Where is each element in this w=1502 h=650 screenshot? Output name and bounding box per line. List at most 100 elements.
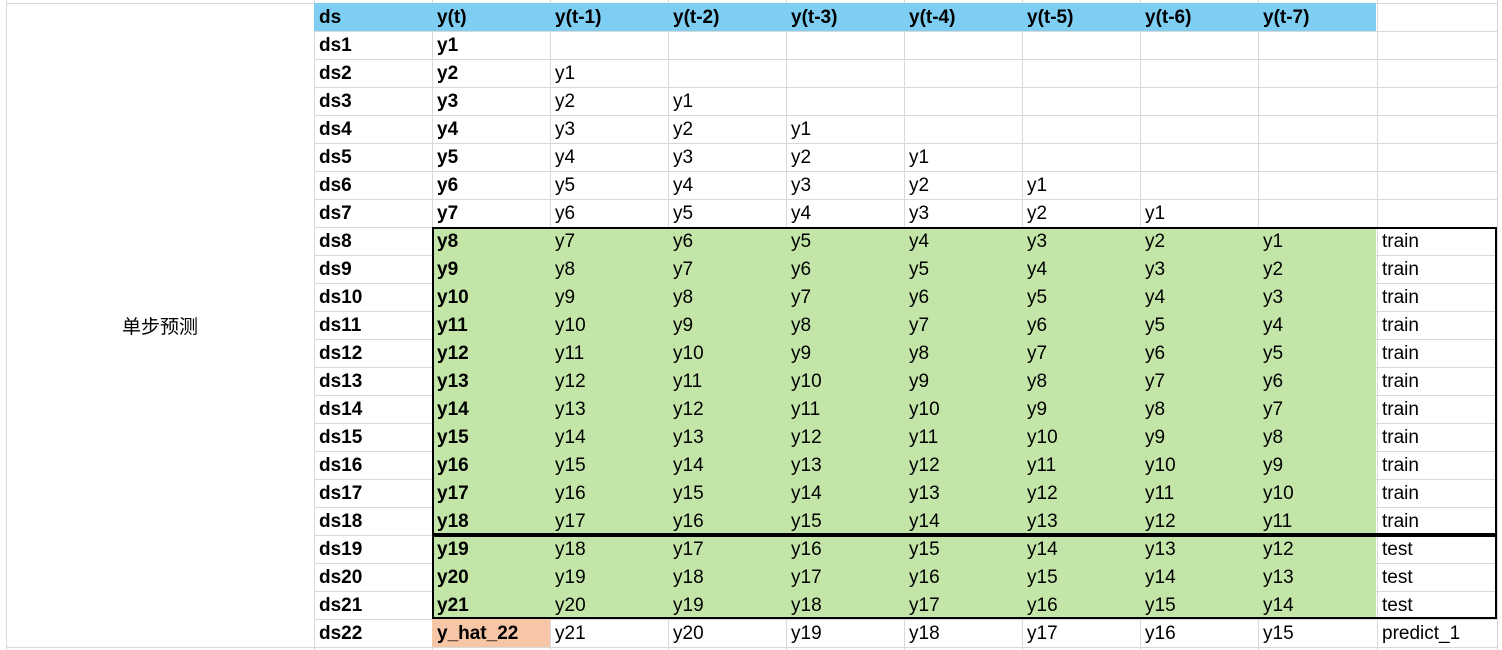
table-cell[interactable]: y5 — [1140, 311, 1258, 339]
row-label-cell[interactable]: train — [1382, 259, 1419, 280]
table-cell[interactable]: y11 — [904, 423, 1022, 451]
table-cell[interactable]: y18 — [786, 591, 904, 619]
row-ds-cell[interactable]: ds12 — [319, 343, 363, 364]
row-ds-cell[interactable]: ds1 — [319, 35, 352, 56]
table-cell[interactable] — [904, 59, 1022, 87]
table-cell[interactable] — [550, 31, 668, 59]
table-cell[interactable]: y16 — [904, 563, 1022, 591]
table-cell[interactable]: y9 — [432, 255, 550, 283]
table-cell[interactable]: y2 — [1027, 203, 1048, 224]
table-cell[interactable]: y6 — [904, 283, 1022, 311]
table-cell[interactable]: y7 — [668, 255, 786, 283]
header-cell-1[interactable]: y(t) — [432, 3, 550, 31]
table-cell[interactable]: y2 — [909, 175, 930, 196]
row-label-cell[interactable]: train — [1382, 371, 1419, 392]
table-cell[interactable]: y2 — [673, 119, 694, 140]
table-cell[interactable]: y1 — [1145, 203, 1166, 224]
table-cell[interactable]: y16 — [1145, 623, 1176, 644]
table-cell[interactable]: y14 — [904, 507, 1022, 535]
table-cell[interactable]: y16 — [1022, 591, 1140, 619]
table-cell[interactable]: y12 — [668, 395, 786, 423]
table-cell[interactable]: y1 — [1027, 175, 1048, 196]
table-cell[interactable]: y5 — [786, 227, 904, 255]
header-cell-2[interactable]: y(t-1) — [550, 3, 668, 31]
row-label-cell[interactable]: train — [1382, 483, 1419, 504]
row-ds-cell[interactable]: ds21 — [319, 595, 363, 616]
table-cell[interactable]: y1 — [909, 147, 930, 168]
table-cell[interactable]: y8 — [1140, 395, 1258, 423]
table-cell[interactable]: y17 — [904, 591, 1022, 619]
table-cell[interactable]: y9 — [1140, 423, 1258, 451]
table-cell[interactable]: y11 — [1022, 451, 1140, 479]
row-ds-cell[interactable]: ds6 — [319, 175, 352, 196]
table-cell[interactable]: y19 — [791, 623, 822, 644]
row-label-cell[interactable]: train — [1382, 287, 1419, 308]
table-cell[interactable]: y14 — [668, 451, 786, 479]
row-label-cell[interactable]: predict_1 — [1382, 623, 1461, 644]
table-cell[interactable]: y9 — [904, 367, 1022, 395]
table-cell[interactable]: y1 — [673, 91, 694, 112]
table-cell[interactable]: y12 — [550, 367, 668, 395]
table-cell[interactable]: y1 — [791, 119, 812, 140]
table-cell[interactable] — [786, 59, 904, 87]
table-cell[interactable]: y8 — [904, 339, 1022, 367]
table-cell[interactable]: y5 — [1022, 283, 1140, 311]
row-label-cell[interactable] — [1377, 31, 1497, 59]
table-cell[interactable]: y16 — [786, 535, 904, 563]
table-cell[interactable]: y9 — [668, 311, 786, 339]
table-cell[interactable]: y10 — [904, 395, 1022, 423]
table-cell[interactable]: y2 — [1140, 227, 1258, 255]
row-label-cell[interactable] — [1377, 199, 1497, 227]
table-cell[interactable]: y12 — [786, 423, 904, 451]
table-cell[interactable]: y14 — [1258, 591, 1376, 619]
row-ds-cell[interactable]: ds14 — [319, 399, 363, 420]
table-cell[interactable]: y20 — [550, 591, 668, 619]
table-cell[interactable] — [786, 31, 904, 59]
row-label-cell[interactable]: train — [1382, 315, 1419, 336]
row-ds-cell[interactable]: ds5 — [319, 147, 352, 168]
table-cell[interactable] — [1022, 31, 1140, 59]
table-cell[interactable]: y15 — [1140, 591, 1258, 619]
table-cell[interactable]: y19 — [550, 563, 668, 591]
row-label-cell[interactable] — [1377, 143, 1497, 171]
table-cell[interactable] — [786, 87, 904, 115]
row-ds-cell[interactable]: ds18 — [319, 511, 363, 532]
table-cell[interactable] — [668, 31, 786, 59]
table-cell[interactable]: y2 — [437, 63, 459, 84]
table-cell[interactable]: y6 — [1022, 311, 1140, 339]
table-cell[interactable]: y12 — [432, 339, 550, 367]
table-cell[interactable]: y11 — [786, 395, 904, 423]
table-cell[interactable]: y7 — [1140, 367, 1258, 395]
row-ds-cell[interactable]: ds8 — [319, 231, 352, 252]
table-cell[interactable]: y19 — [432, 535, 550, 563]
table-cell[interactable]: y7 — [1022, 339, 1140, 367]
row-ds-cell[interactable]: ds9 — [319, 259, 352, 280]
table-cell[interactable] — [1022, 87, 1140, 115]
table-cell[interactable]: y6 — [1140, 339, 1258, 367]
row-ds-cell[interactable]: ds11 — [319, 315, 362, 336]
table-cell[interactable] — [1258, 87, 1376, 115]
table-cell[interactable]: y18 — [909, 623, 940, 644]
table-cell[interactable]: y3 — [673, 147, 694, 168]
table-cell[interactable]: y2 — [555, 91, 576, 112]
table-cell[interactable]: y18 — [432, 507, 550, 535]
table-cell[interactable]: y8 — [1258, 423, 1376, 451]
table-cell[interactable]: y2 — [791, 147, 812, 168]
table-cell[interactable]: y11 — [550, 339, 668, 367]
table-cell[interactable]: y10 — [786, 367, 904, 395]
table-cell[interactable]: y21 — [555, 623, 586, 644]
table-cell[interactable]: y3 — [791, 175, 812, 196]
table-cell[interactable]: y21 — [432, 591, 550, 619]
table-cell[interactable] — [1022, 59, 1140, 87]
row-ds-cell[interactable]: ds22 — [319, 623, 363, 644]
table-cell[interactable] — [904, 31, 1022, 59]
table-cell[interactable]: y16 — [550, 479, 668, 507]
table-cell[interactable]: y9 — [550, 283, 668, 311]
table-cell[interactable]: y1 — [437, 35, 459, 56]
table-cell[interactable]: y14 — [550, 423, 668, 451]
table-cell[interactable]: y4 — [1022, 255, 1140, 283]
table-cell[interactable]: y7 — [550, 227, 668, 255]
table-cell[interactable]: y14 — [432, 395, 550, 423]
table-cell[interactable] — [1140, 143, 1258, 171]
table-cell[interactable]: y3 — [555, 119, 576, 140]
